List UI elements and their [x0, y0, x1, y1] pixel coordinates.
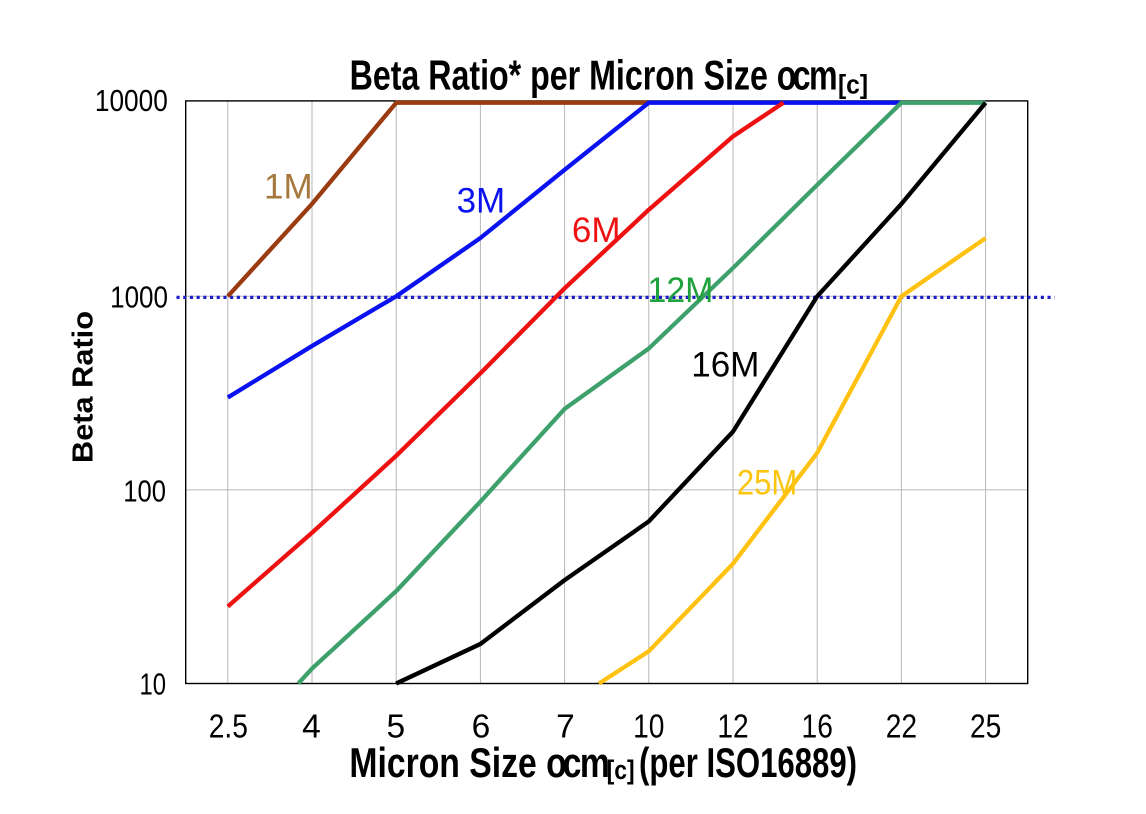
svg-text:(per ISO16889): (per ISO16889)	[639, 739, 857, 786]
svg-text:10: 10	[633, 708, 664, 745]
svg-text:12: 12	[717, 708, 748, 745]
svg-text:Beta Ratio: Beta Ratio	[67, 311, 99, 463]
svg-text:1M: 1M	[264, 167, 313, 206]
svg-text:2.5: 2.5	[209, 708, 248, 745]
svg-text:12M: 12M	[648, 271, 714, 310]
svg-text:5: 5	[386, 708, 405, 745]
svg-text:16: 16	[802, 708, 833, 745]
svg-text:10000: 10000	[95, 83, 168, 118]
svg-text:[c]: [c]	[607, 755, 635, 785]
svg-text:16M: 16M	[691, 345, 759, 384]
svg-text:Micron Size ocm: Micron Size ocm	[349, 739, 609, 786]
svg-text:1000: 1000	[110, 279, 168, 314]
svg-text:22: 22	[886, 708, 917, 745]
svg-text:100: 100	[123, 473, 166, 508]
svg-text:6: 6	[472, 708, 491, 745]
svg-text:4: 4	[302, 708, 321, 745]
svg-text:25M: 25M	[737, 463, 797, 502]
svg-text:Beta Ratio* per Micron Size oc: Beta Ratio* per Micron Size ocm	[350, 52, 838, 99]
svg-text:25: 25	[970, 708, 1001, 745]
svg-text:10: 10	[140, 667, 167, 702]
svg-text:3M: 3M	[457, 181, 506, 220]
svg-text:7: 7	[556, 708, 575, 745]
svg-text:6M: 6M	[572, 211, 621, 250]
svg-text:[c]: [c]	[838, 69, 868, 99]
